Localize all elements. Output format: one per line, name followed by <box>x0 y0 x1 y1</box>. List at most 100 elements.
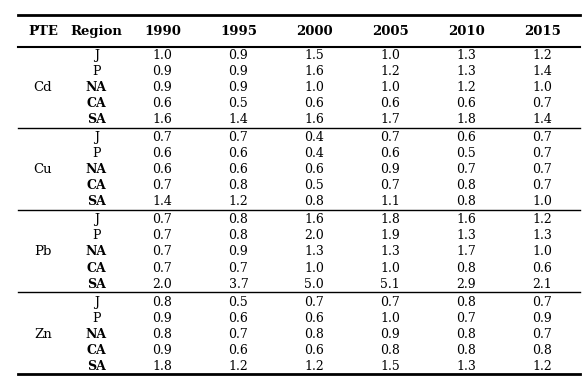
Text: 1.3: 1.3 <box>456 65 476 78</box>
Text: 5.0: 5.0 <box>305 278 324 291</box>
Text: 2010: 2010 <box>448 25 485 38</box>
Text: PTE: PTE <box>28 25 58 38</box>
Text: 0.7: 0.7 <box>380 131 400 144</box>
Text: 0.5: 0.5 <box>305 179 324 192</box>
Text: 0.8: 0.8 <box>304 328 324 341</box>
Text: P: P <box>92 147 101 160</box>
Text: 1.0: 1.0 <box>380 312 400 325</box>
Text: 0.6: 0.6 <box>304 163 324 176</box>
Text: 0.9: 0.9 <box>152 65 172 78</box>
Text: 1.2: 1.2 <box>532 49 552 62</box>
Text: 2015: 2015 <box>524 25 561 38</box>
Text: 1995: 1995 <box>220 25 257 38</box>
Text: 1.7: 1.7 <box>380 113 400 126</box>
Text: 1.0: 1.0 <box>380 262 400 275</box>
Text: 1.7: 1.7 <box>456 246 476 259</box>
Text: 1.2: 1.2 <box>229 360 248 373</box>
Text: 0.7: 0.7 <box>152 214 172 227</box>
Text: 0.6: 0.6 <box>152 147 172 160</box>
Text: 0.7: 0.7 <box>152 246 172 259</box>
Text: 1.0: 1.0 <box>304 81 324 94</box>
Text: 1.2: 1.2 <box>456 81 476 94</box>
Text: 0.7: 0.7 <box>456 312 476 325</box>
Text: 1.4: 1.4 <box>532 113 552 126</box>
Text: P: P <box>92 230 101 243</box>
Text: 0.6: 0.6 <box>456 131 476 144</box>
Text: 0.7: 0.7 <box>380 296 400 309</box>
Text: 0.8: 0.8 <box>304 195 324 208</box>
Text: 1.6: 1.6 <box>304 113 324 126</box>
Text: SA: SA <box>87 360 106 373</box>
Text: 0.8: 0.8 <box>456 195 476 208</box>
Text: 1.0: 1.0 <box>152 49 172 62</box>
Text: 0.6: 0.6 <box>304 344 324 357</box>
Text: 1.8: 1.8 <box>380 214 400 227</box>
Text: 0.8: 0.8 <box>532 344 552 357</box>
Text: 1.9: 1.9 <box>380 230 400 243</box>
Text: CA: CA <box>87 97 106 110</box>
Text: J: J <box>94 296 99 309</box>
Text: 0.9: 0.9 <box>229 49 248 62</box>
Text: 0.8: 0.8 <box>229 214 248 227</box>
Text: 0.8: 0.8 <box>380 344 400 357</box>
Text: Pb: Pb <box>34 246 52 259</box>
Text: 1.3: 1.3 <box>304 246 324 259</box>
Text: CA: CA <box>87 344 106 357</box>
Text: 1.0: 1.0 <box>380 49 400 62</box>
Text: NA: NA <box>86 246 107 259</box>
Text: 1.2: 1.2 <box>532 360 552 373</box>
Text: 0.8: 0.8 <box>152 296 172 309</box>
Text: 0.8: 0.8 <box>229 230 248 243</box>
Text: 1.0: 1.0 <box>304 262 324 275</box>
Text: 2005: 2005 <box>372 25 408 38</box>
Text: 1.4: 1.4 <box>532 65 552 78</box>
Text: 1.4: 1.4 <box>152 195 172 208</box>
Text: 0.6: 0.6 <box>456 97 476 110</box>
Text: CA: CA <box>87 262 106 275</box>
Text: 0.6: 0.6 <box>229 147 248 160</box>
Text: 1.2: 1.2 <box>229 195 248 208</box>
Text: 1.3: 1.3 <box>380 246 400 259</box>
Text: 0.7: 0.7 <box>305 296 324 309</box>
Text: 0.6: 0.6 <box>229 163 248 176</box>
Text: 0.7: 0.7 <box>532 179 552 192</box>
Text: 1.6: 1.6 <box>456 214 476 227</box>
Text: 1.1: 1.1 <box>380 195 400 208</box>
Text: 1.8: 1.8 <box>456 113 476 126</box>
Text: 1.8: 1.8 <box>152 360 172 373</box>
Text: 0.6: 0.6 <box>152 97 172 110</box>
Text: 0.7: 0.7 <box>532 97 552 110</box>
Text: 0.7: 0.7 <box>152 131 172 144</box>
Text: 1.6: 1.6 <box>152 113 172 126</box>
Text: SA: SA <box>87 278 106 291</box>
Text: 2.0: 2.0 <box>152 278 172 291</box>
Text: 0.6: 0.6 <box>229 344 248 357</box>
Text: 0.6: 0.6 <box>229 312 248 325</box>
Text: SA: SA <box>87 113 106 126</box>
Text: 1.0: 1.0 <box>532 81 552 94</box>
Text: J: J <box>94 214 99 227</box>
Text: Cu: Cu <box>33 163 52 176</box>
Text: Region: Region <box>70 25 122 38</box>
Text: 0.7: 0.7 <box>380 179 400 192</box>
Text: 0.7: 0.7 <box>229 262 248 275</box>
Text: NA: NA <box>86 163 107 176</box>
Text: 0.8: 0.8 <box>152 328 172 341</box>
Text: 0.6: 0.6 <box>380 147 400 160</box>
Text: 2000: 2000 <box>296 25 333 38</box>
Text: 0.7: 0.7 <box>456 163 476 176</box>
Text: 0.6: 0.6 <box>380 97 400 110</box>
Text: 0.8: 0.8 <box>456 328 476 341</box>
Text: 1.3: 1.3 <box>456 360 476 373</box>
Text: 0.8: 0.8 <box>456 262 476 275</box>
Text: NA: NA <box>86 328 107 341</box>
Text: 5.1: 5.1 <box>380 278 400 291</box>
Text: J: J <box>94 49 99 62</box>
Text: 1.2: 1.2 <box>380 65 400 78</box>
Text: 0.7: 0.7 <box>152 179 172 192</box>
Text: 0.9: 0.9 <box>152 312 172 325</box>
Text: 0.6: 0.6 <box>532 262 552 275</box>
Text: 2.1: 2.1 <box>532 278 552 291</box>
Text: 1.0: 1.0 <box>532 246 552 259</box>
Text: 0.9: 0.9 <box>380 163 400 176</box>
